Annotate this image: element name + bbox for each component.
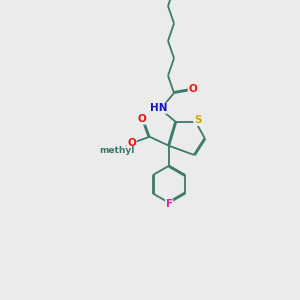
Text: O: O bbox=[138, 114, 146, 124]
Text: methyl: methyl bbox=[99, 146, 134, 155]
Text: O: O bbox=[128, 138, 136, 148]
Text: HN: HN bbox=[150, 103, 168, 113]
Text: O: O bbox=[188, 84, 197, 94]
Text: S: S bbox=[194, 116, 201, 125]
Text: F: F bbox=[166, 200, 173, 209]
